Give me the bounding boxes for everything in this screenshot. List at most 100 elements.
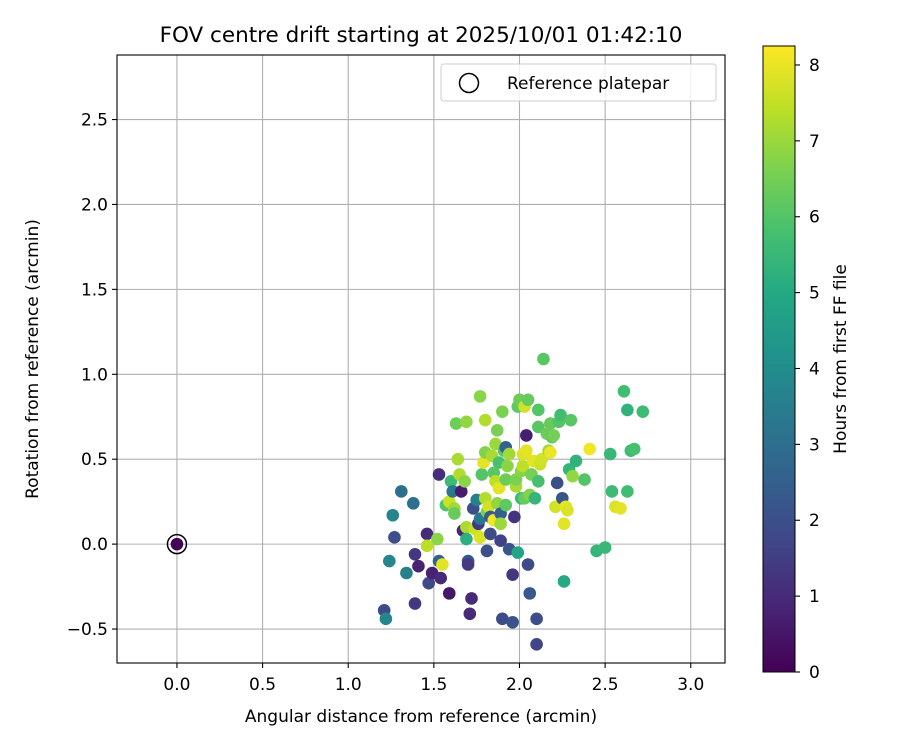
data-point	[550, 476, 564, 490]
y-tick-label: 2.5	[81, 111, 108, 131]
data-point	[400, 566, 413, 580]
data-point	[388, 531, 401, 544]
data-point	[506, 615, 519, 629]
data-point	[530, 612, 543, 626]
y-tick-label: 2.0	[81, 195, 108, 215]
data-point	[489, 437, 502, 451]
scatter-points	[166, 352, 650, 651]
data-point	[412, 559, 425, 573]
data-point	[506, 568, 519, 581]
data-point	[430, 532, 444, 546]
data-point	[475, 468, 489, 481]
data-point	[408, 548, 422, 561]
data-point	[408, 597, 422, 610]
data-point	[603, 447, 617, 461]
x-tick-label: 0.5	[249, 675, 276, 695]
data-point	[379, 612, 393, 626]
data-point	[636, 405, 650, 418]
data-point	[496, 612, 509, 626]
data-point	[598, 541, 612, 554]
reference-platepar-marker	[166, 533, 188, 555]
data-point	[465, 592, 478, 605]
colorbar-tick-label: 7	[809, 132, 820, 152]
legend-entry-label: Reference platepar	[507, 74, 669, 94]
colorbar-ticks: 0 1 2 3 4 5 6 7 8	[795, 56, 820, 683]
data-point	[480, 544, 494, 558]
x-tick-label: 1.5	[420, 675, 447, 695]
y-tick-label: 0.0	[81, 535, 108, 555]
data-point	[535, 452, 549, 466]
data-point	[547, 429, 561, 442]
y-tick-label: 1.5	[81, 280, 108, 300]
data-point	[473, 390, 487, 403]
x-tick-label: 3.0	[677, 675, 704, 695]
data-point	[520, 429, 533, 442]
colorbar-tick-label: 8	[809, 56, 820, 76]
data-point	[557, 517, 571, 531]
x-axis-ticks: 0.0 0.5 1.0 1.5 2.0 2.5 3.0	[163, 663, 704, 695]
data-point	[549, 500, 562, 514]
data-point	[501, 459, 514, 473]
legend-box	[440, 63, 717, 102]
x-axis-label: Angular distance from reference (arcmin)	[245, 707, 597, 727]
data-point	[449, 417, 463, 430]
data-point	[383, 554, 396, 568]
data-point	[451, 452, 465, 466]
colorbar-tick-label: 6	[809, 208, 820, 228]
data-point	[564, 413, 578, 427]
colorbar: 0 1 2 3 4 5 6 7 8 Hours from first FF file	[762, 45, 851, 683]
data-point	[521, 558, 535, 571]
data-point	[460, 415, 473, 429]
data-point	[492, 481, 506, 495]
colorbar-tick-label: 0	[809, 663, 820, 683]
colorbar-gradient	[762, 45, 796, 673]
data-point	[511, 546, 525, 559]
data-point	[478, 413, 492, 427]
axes-frame	[116, 54, 726, 664]
data-point	[420, 527, 434, 541]
data-point	[569, 454, 583, 468]
y-tick-label: 1.0	[81, 365, 108, 385]
data-point	[448, 507, 461, 520]
data-point	[544, 446, 557, 459]
colorbar-tick-label: 2	[809, 511, 820, 531]
data-point	[477, 456, 490, 469]
data-point	[617, 384, 631, 398]
data-point	[532, 403, 545, 417]
data-point	[530, 638, 543, 651]
data-point	[557, 575, 571, 588]
x-tick-label: 1.0	[335, 675, 362, 695]
data-point	[420, 539, 434, 553]
data-point	[458, 474, 471, 488]
data-point	[532, 474, 545, 488]
data-point	[434, 571, 447, 585]
data-point	[494, 534, 507, 548]
data-point	[554, 408, 567, 422]
data-point	[605, 485, 619, 498]
data-point	[386, 508, 400, 522]
data-point	[508, 510, 521, 524]
x-tick-label: 0.0	[163, 675, 190, 695]
data-point	[614, 502, 627, 515]
data-point	[422, 576, 436, 590]
legend-marker-icon	[458, 72, 480, 94]
x-tick-label: 2.5	[592, 675, 619, 695]
data-point	[473, 531, 487, 544]
data-point	[627, 442, 641, 456]
data-point	[454, 485, 468, 498]
data-point	[621, 403, 634, 417]
data-point	[499, 498, 513, 512]
data-point	[496, 405, 509, 418]
data-point	[516, 459, 530, 473]
legend: Reference platepar	[440, 63, 717, 102]
data-point	[484, 527, 497, 541]
data-point	[170, 537, 184, 551]
grid-lines	[117, 55, 725, 663]
data-point	[537, 352, 550, 366]
plot-area: 0.0 0.5 1.0 1.5 2.0 2.5 3.0 −0.5 0.0 0.5 1.0 1.5 2.…	[67, 54, 726, 695]
data-point	[463, 607, 477, 621]
colorbar-label: Hours from first FF file	[831, 264, 851, 454]
colorbar-tick-label: 5	[809, 284, 820, 304]
data-point	[523, 587, 537, 600]
